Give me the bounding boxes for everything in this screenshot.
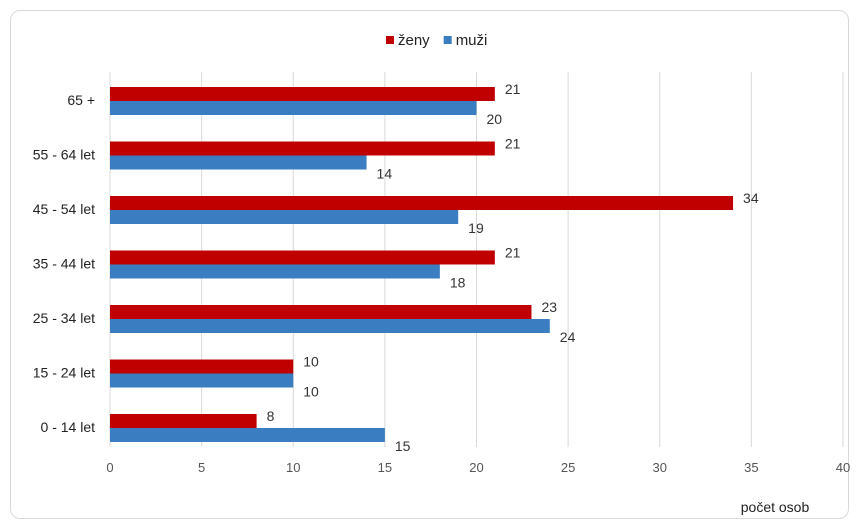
x-tick-label: 20 [469,460,483,475]
legend-label-ženy: ženy [398,32,430,49]
bar-ženy-5 [110,359,294,374]
bar-ženy-6 [110,414,257,428]
category-label: 45 - 54 let [33,201,95,217]
category-label: 15 - 24 let [33,365,95,381]
legend: ženy muži [386,32,487,49]
x-tick-label: 30 [653,460,667,475]
data-label: 24 [560,329,576,345]
bar-ženy-2 [110,196,734,210]
data-label: 10 [303,354,319,370]
data-label: 20 [487,111,503,127]
category-label: 35 - 44 let [33,256,95,272]
data-label: 18 [450,275,466,291]
bar-muži-1 [110,155,367,170]
category-label: 0 - 14 let [41,419,96,435]
data-label: 34 [743,190,759,206]
x-tick-label: 35 [744,460,758,475]
legend-swatch-muži [443,36,452,44]
bar-ženy-0 [110,87,495,101]
x-tick-label: 25 [561,460,575,475]
bar-muži-5 [110,373,294,388]
data-label: 15 [395,438,411,454]
x-tick-labels: 0 5 10 15 20 25 30 35 40 [106,460,850,475]
category-label: 55 - 64 let [33,147,95,163]
data-label: 10 [303,384,319,400]
category-label: 25 - 34 let [33,310,95,326]
data-label: 21 [505,81,521,97]
bar-muži-0 [110,101,477,115]
x-axis-label: počet osob [741,499,810,515]
bar-muži-3 [110,264,440,279]
bar-ženy-4 [110,305,532,319]
data-label: 23 [541,299,557,315]
legend-label-muži: muži [456,32,488,49]
data-label: 14 [377,166,393,182]
bar-muži-6 [110,428,385,442]
x-tick-label: 10 [286,460,300,475]
x-tick-label: 15 [378,460,392,475]
x-tick-label: 5 [198,460,205,475]
bar-muži-4 [110,319,550,333]
x-tick-label: 40 [836,460,850,475]
data-label: 8 [267,408,275,424]
x-tick-label: 0 [106,460,113,475]
bar-muži-2 [110,210,459,224]
category-labels: 65 + 55 - 64 let 45 - 54 let 35 - 44 let 25 … [33,92,95,435]
bar-ženy-3 [110,250,495,265]
data-label: 21 [505,245,521,261]
bar-ženy-1 [110,141,495,156]
data-label: 19 [468,220,484,236]
legend-swatch-ženy [386,36,394,44]
category-label: 65 + [67,92,95,108]
data-label: 21 [505,136,521,152]
